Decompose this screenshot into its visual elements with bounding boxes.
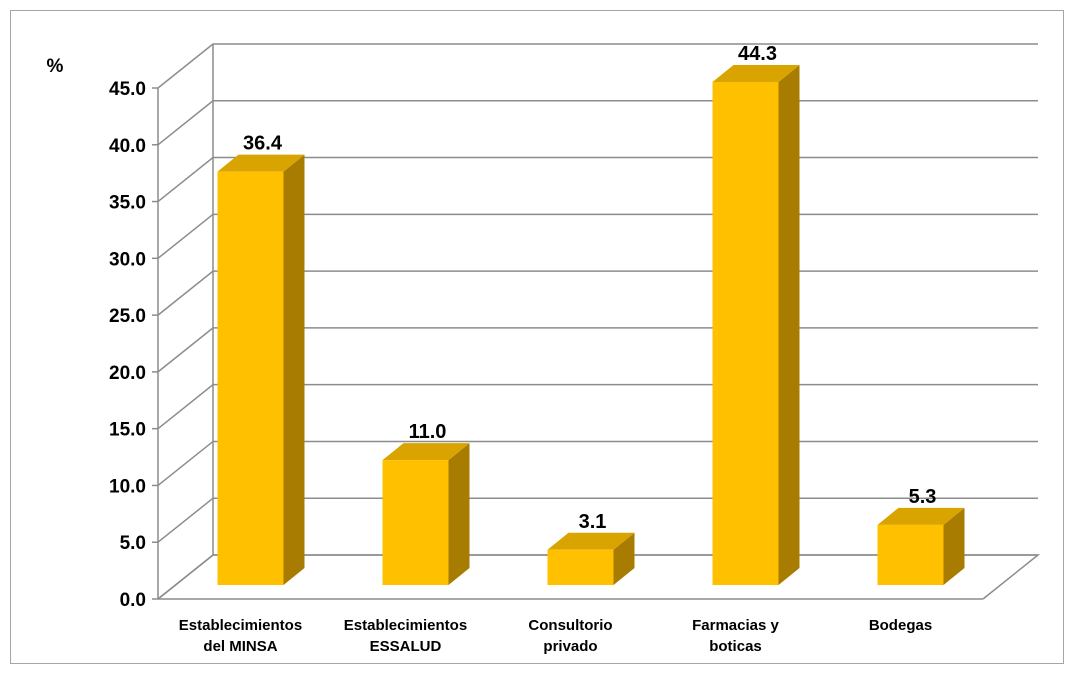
bar-front	[382, 460, 449, 585]
bar-side	[283, 154, 305, 585]
bar-front	[547, 549, 614, 585]
data-label: 5.3	[909, 486, 937, 508]
bar-2	[547, 532, 635, 585]
y-axis-label: %	[47, 56, 64, 77]
y-tick-labels: 0.0 5.0 10.0 15.0 20.0 25.0 30.0 35.0 40.0 45.0	[109, 79, 146, 611]
gridline	[157, 43, 1038, 89]
y-tick-label: 10.0	[109, 476, 146, 497]
y-tick-label: 15.0	[109, 420, 146, 441]
y-tick-label: 40.0	[109, 136, 146, 157]
bar-top	[877, 507, 965, 525]
bar-front	[217, 171, 284, 585]
y-tick-label: 45.0	[109, 79, 146, 100]
category-label: Establecimientos ESSALUD	[344, 617, 467, 655]
bar-front	[712, 81, 779, 586]
category-label: Farmacias y boticas	[692, 617, 779, 655]
bar-0	[217, 154, 305, 585]
y-tick-label: 35.0	[109, 193, 146, 214]
bar-4	[877, 507, 965, 585]
category-labels: Establecimientos del MINSA Establecimiento…	[179, 617, 932, 655]
bar-side	[613, 532, 635, 585]
data-label: 36.4	[243, 133, 283, 155]
bar-side	[943, 507, 965, 585]
bar-top	[217, 154, 305, 172]
y-tick-label: 30.0	[109, 249, 146, 270]
category-label: Establecimientos del MINSA	[179, 617, 302, 655]
y-tick-label: 20.0	[109, 363, 146, 384]
gridline	[157, 100, 1038, 146]
bars	[217, 64, 965, 586]
data-label: 3.1	[579, 511, 607, 533]
data-label: 11.0	[409, 421, 447, 443]
bar-3	[712, 64, 800, 586]
bar-top	[547, 532, 635, 550]
category-label: Consultorio privado	[528, 617, 612, 655]
bar-side	[448, 443, 470, 585]
bar-1	[382, 443, 470, 585]
category-label: Bodegas	[869, 617, 932, 634]
data-labels: 36.4 11.0 3.1 44.3 5.3	[243, 43, 936, 533]
bar-side	[778, 64, 800, 585]
bar-front	[877, 524, 944, 585]
bar-top	[712, 64, 800, 82]
y-tick-label: 25.0	[109, 306, 146, 327]
data-label: 44.3	[738, 43, 777, 65]
y-tick-label: 0.0	[120, 590, 146, 611]
y-tick-label: 5.0	[120, 533, 146, 554]
bar-top	[382, 443, 470, 461]
